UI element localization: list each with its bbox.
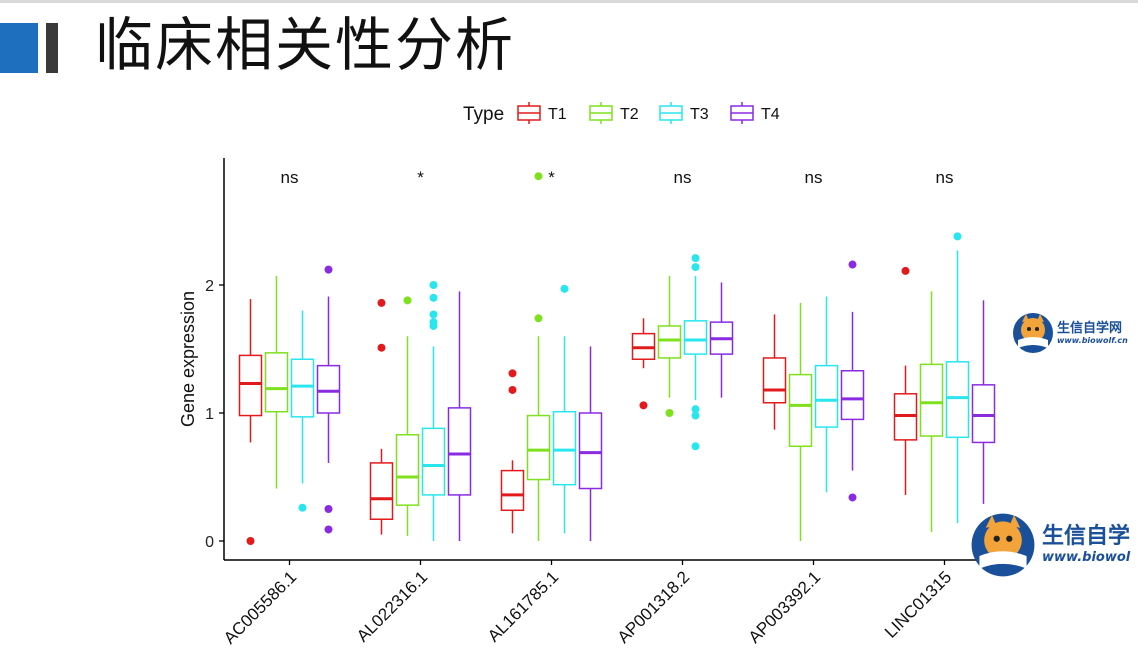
- box-iqr: [578, 412, 603, 490]
- outlier-point: [691, 254, 700, 263]
- significance-label: ns: [805, 168, 823, 187]
- watermark-small: 生信自学网 www.biowolf.cn: [1012, 312, 1128, 354]
- watermark-main-text: 生信自学网: [1057, 320, 1123, 336]
- outlier-point: [639, 401, 648, 410]
- outlier-point: [508, 385, 517, 394]
- legend-label: T4: [761, 106, 780, 123]
- legend-title: Type: [463, 104, 504, 125]
- outlier-point: [534, 172, 543, 181]
- outlier-point: [429, 293, 438, 302]
- outlier-point: [246, 537, 255, 545]
- legend-label: T3: [690, 106, 709, 123]
- outlier-point: [377, 343, 386, 352]
- watermark-sub-text: www.biowolf.cn: [1057, 335, 1128, 345]
- box-iqr: [919, 363, 944, 437]
- outlier-point: [953, 232, 962, 241]
- title-accent-bar: [46, 23, 58, 73]
- top-rule: [0, 0, 1138, 3]
- x-tick-label: AP001318.2: [614, 567, 694, 647]
- box-iqr: [238, 354, 263, 417]
- outlier-point: [377, 298, 386, 307]
- outlier-point: [534, 314, 543, 323]
- outlier-point: [901, 266, 910, 275]
- box-iqr: [552, 410, 577, 486]
- box-iqr: [421, 427, 446, 496]
- y-axis-label: Gene expression: [178, 291, 198, 427]
- box-iqr: [814, 364, 839, 428]
- box-iqr: [264, 352, 289, 413]
- box-iqr: [316, 364, 341, 414]
- significance-label: *: [417, 168, 424, 187]
- legend-label: T1: [548, 106, 567, 123]
- outlier-point: [665, 409, 674, 417]
- outlier-point: [429, 281, 438, 289]
- outlier-point: [508, 369, 517, 378]
- outlier-point: [429, 310, 438, 319]
- box-iqr: [447, 407, 472, 496]
- outlier-point: [691, 263, 700, 272]
- box-iqr: [971, 384, 996, 444]
- y-tick-label: 0: [205, 534, 214, 551]
- y-tick-label: 1: [205, 406, 214, 423]
- outlier-point: [324, 265, 333, 274]
- y-tick-label: 2: [205, 278, 214, 295]
- x-tick-label: LINC01315: [881, 567, 955, 641]
- outlier-point: [848, 493, 857, 502]
- outlier-point: [691, 411, 700, 420]
- outlier-point: [298, 503, 307, 512]
- box-iqr: [395, 434, 420, 506]
- x-tick-label: AL022316.1: [353, 567, 431, 645]
- significance-label: *: [548, 168, 555, 187]
- outlier-point: [403, 296, 412, 305]
- fox-logo-icon: [1013, 313, 1053, 353]
- significance-label: ns: [936, 168, 954, 187]
- significance-label: ns: [281, 168, 299, 187]
- fox-logo-large-icon: [971, 513, 1035, 577]
- watermark-large: 生信自学 www.biowol: [970, 512, 1130, 578]
- box-iqr: [840, 370, 865, 421]
- slide-title: 临床相关性分析: [95, 11, 516, 79]
- box-iqr: [683, 320, 708, 355]
- box-iqr: [369, 462, 394, 520]
- outlier-point: [429, 321, 438, 330]
- outlier-point: [691, 442, 700, 451]
- watermark-large-main-text: 生信自学: [1042, 524, 1131, 549]
- outlier-point: [691, 405, 700, 414]
- x-tick-label: AC005586.1: [220, 567, 300, 647]
- title-accent-block: [0, 23, 38, 73]
- significance-label: ns: [674, 168, 692, 187]
- x-tick-label: AL161785.1: [484, 567, 562, 645]
- watermark-large-sub-text: www.biowol: [1042, 550, 1131, 565]
- box-iqr: [290, 358, 315, 418]
- box-iqr: [945, 361, 970, 439]
- x-tick-label: AP003392.1: [745, 567, 825, 647]
- outlier-point: [560, 284, 569, 293]
- outlier-point: [324, 525, 333, 534]
- outlier-point: [324, 505, 333, 513]
- outlier-point: [848, 260, 857, 269]
- box-iqr: [657, 325, 682, 359]
- box-iqr: [526, 414, 551, 481]
- box-iqr: [500, 469, 525, 512]
- legend-label: T2: [620, 106, 639, 123]
- box-iqr: [788, 373, 813, 448]
- box-iqr: [762, 357, 787, 404]
